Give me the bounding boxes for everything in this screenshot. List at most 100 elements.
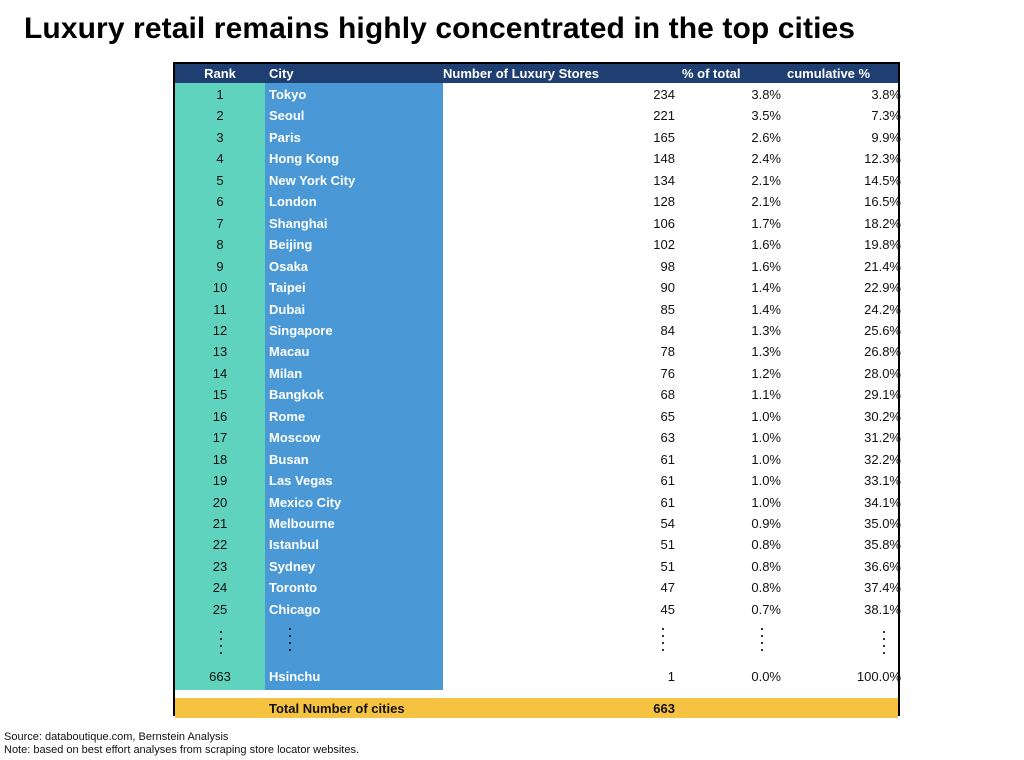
cell-city: Las Vegas	[269, 473, 333, 489]
cell-stores: 148	[653, 151, 675, 167]
cell-city: Osaka	[269, 258, 309, 274]
cell-stores: 45	[660, 601, 675, 617]
table-row: 25 Chicago 45 0.7% 38.1%	[175, 599, 901, 620]
table-row: 3 Paris 165 2.6% 9.9%	[175, 127, 901, 148]
cell-stores: 102	[653, 237, 675, 253]
cell-cumulative: 35.0%	[864, 516, 901, 531]
cell-city: Taipei	[269, 280, 306, 296]
cell-pct: 3.5%	[751, 108, 781, 124]
cell-cumulative: 30.2%	[864, 408, 901, 424]
header-pct: % of total	[682, 66, 741, 81]
cell-cumulative: 32.2%	[864, 451, 901, 467]
cell-pct: 1.6%	[751, 258, 781, 274]
ellipsis-city: · · · ·	[287, 618, 293, 659]
cell-city: Shanghai	[269, 215, 328, 231]
cell-cumulative: 25.6%	[864, 322, 901, 338]
cell-city: New York City	[269, 172, 356, 188]
cell-stores: 65	[660, 408, 675, 424]
cell-pct: 1.4%	[751, 280, 781, 296]
cell-cumulative: 100.0%	[856, 669, 901, 684]
cell-stores: 51	[660, 558, 675, 574]
cell-pct: 1.4%	[751, 301, 781, 317]
cell-cumulative: 29.1%	[864, 387, 901, 403]
table-row: 6 London 128 2.1% 16.5%	[175, 191, 901, 212]
cell-stores: 85	[660, 301, 675, 317]
cell-rank: 9	[216, 258, 224, 274]
cell-rank: 24	[212, 580, 228, 596]
table-row: 1 Tokyo 234 3.8% 3.8%	[175, 84, 901, 105]
cell-city: Toronto	[269, 580, 318, 596]
cell-city: Moscow	[269, 430, 321, 446]
cell-cumulative: 38.1%	[864, 601, 901, 617]
cell-pct: 1.0%	[751, 451, 781, 467]
cell-pct: 3.8%	[751, 87, 781, 102]
cell-cumulative: 37.4%	[864, 580, 901, 596]
table-row: 12 Singapore 84 1.3% 25.6%	[175, 320, 901, 341]
table-row: 2 Seoul 221 3.5% 7.3%	[175, 105, 901, 126]
cell-cumulative: 3.8%	[871, 87, 901, 102]
cell-pct: 1.2%	[751, 365, 781, 381]
cell-cumulative: 7.3%	[871, 108, 901, 124]
total-row: Total Number of cities 663	[175, 698, 898, 718]
cell-city: Melbourne	[269, 516, 335, 531]
cell-rank: 12	[212, 322, 228, 338]
cell-pct: 0.8%	[751, 537, 781, 553]
cell-city: Sydney	[269, 558, 316, 574]
cell-city: Rome	[269, 408, 306, 424]
cell-rank: 16	[212, 408, 228, 424]
table-row-last: 663 Hsinchu 1 0.0% 100.0%	[175, 666, 901, 687]
page-title: Luxury retail remains highly concentrate…	[24, 12, 856, 45]
table-row: 18 Busan 61 1.0% 32.2%	[175, 449, 901, 470]
cell-cumulative: 16.5%	[864, 194, 901, 210]
cell-cumulative: 21.4%	[864, 258, 901, 274]
table-row: 17 Moscow 63 1.0% 31.2%	[175, 427, 901, 448]
cell-stores: 61	[660, 451, 675, 467]
cell-stores: 54	[660, 516, 675, 531]
cell-city: Macau	[269, 344, 310, 360]
header-city: City	[269, 66, 294, 81]
table-row: 13 Macau 78 1.3% 26.8%	[175, 341, 901, 362]
cell-city: Istanbul	[269, 537, 319, 553]
cell-city: Tokyo	[269, 87, 307, 102]
ellipsis-stores: · · · ·	[660, 618, 666, 659]
cell-cumulative: 22.9%	[864, 280, 901, 296]
cell-cumulative: 28.0%	[864, 365, 901, 381]
city-column-background	[265, 83, 443, 690]
table-row: 4 Hong Kong 148 2.4% 12.3%	[175, 148, 901, 169]
header-rank: Rank	[204, 66, 236, 81]
cell-rank: 11	[213, 301, 227, 317]
cell-rank: 3	[216, 129, 224, 145]
cell-stores: 51	[660, 537, 675, 553]
cell-rank: 663	[209, 669, 231, 684]
cell-stores: 106	[653, 215, 675, 231]
cell-rank: 5	[216, 172, 224, 188]
cell-cumulative: 19.8%	[864, 237, 901, 253]
ellipsis-cum: · · · ·	[881, 621, 887, 662]
cell-pct: 0.7%	[751, 601, 781, 617]
cell-stores: 63	[660, 430, 675, 446]
cell-rank: 25	[212, 601, 228, 617]
cell-city: Dubai	[269, 301, 306, 317]
table-row: 11 Dubai 85 1.4% 24.2%	[175, 299, 901, 320]
header-stores: Number of Luxury Stores	[443, 66, 600, 81]
ellipsis-rank: · · · ·	[218, 621, 224, 662]
cell-pct: 2.1%	[751, 172, 781, 188]
table-row: 16 Rome 65 1.0% 30.2%	[175, 406, 901, 427]
table-row: 7 Shanghai 106 1.7% 18.2%	[175, 213, 901, 234]
cell-pct: 1.1%	[751, 387, 781, 403]
cell-cumulative: 12.3%	[864, 151, 901, 167]
cell-rank: 23	[212, 558, 228, 574]
table-row: 8 Beijing 102 1.6% 19.8%	[175, 234, 901, 255]
cell-pct: 0.8%	[751, 580, 781, 596]
cell-stores: 98	[660, 258, 675, 274]
cell-cumulative: 35.8%	[864, 537, 901, 553]
cell-city: London	[269, 194, 317, 210]
table-row: 10 Taipei 90 1.4% 22.9%	[175, 277, 901, 298]
cell-stores: 76	[660, 365, 675, 381]
cell-pct: 2.6%	[751, 129, 781, 145]
cell-rank: 2	[216, 108, 224, 124]
total-label: Total Number of cities	[269, 701, 405, 716]
note-line: Note: based on best effort analyses from…	[4, 744, 360, 756]
cell-pct: 1.0%	[751, 430, 781, 446]
cell-stores: 68	[660, 387, 675, 403]
